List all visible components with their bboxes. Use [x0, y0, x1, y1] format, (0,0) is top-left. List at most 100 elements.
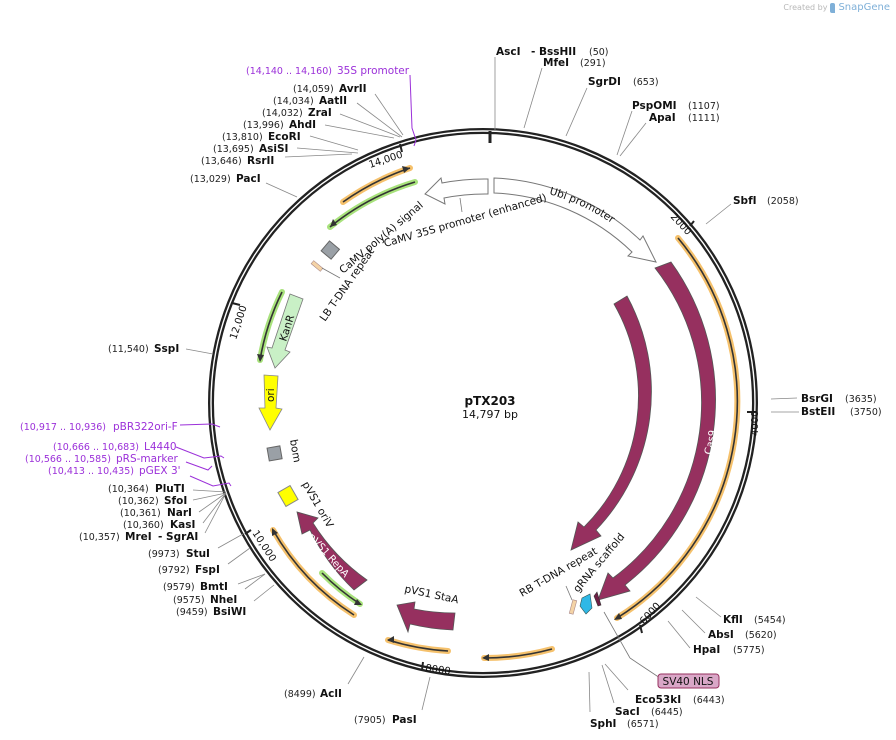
site-fspi[interactable]: (9792) FspI [158, 547, 251, 576]
site-aatii[interactable]: (14,034) AatII [273, 95, 403, 138]
svg-text:(13,646): (13,646) [201, 156, 242, 167]
tick-8000: 8000 [421, 661, 451, 678]
primer-pbr322ori-f[interactable]: (10,917 .. 10,936) pBR322ori-F [20, 421, 221, 433]
site-stui[interactable]: (9973) StuI [148, 533, 244, 560]
svg-text:35S promoter: 35S promoter [337, 65, 410, 77]
site-bmti[interactable]: (9579) BmtI [163, 573, 266, 593]
primer-pgex-3[interactable]: (10,413 .. 10,435) pGEX 3' [48, 465, 232, 487]
orf-arrow-top-green [327, 179, 418, 230]
primer-35s-promoter[interactable]: (14,140 .. 14,160) 35S promoter [246, 65, 417, 147]
feature-ubi-promoter[interactable]: Ubi promoter [493, 177, 657, 263]
svg-text:(10,364): (10,364) [108, 484, 149, 495]
svg-text:- SgrAI: - SgrAI [158, 531, 198, 543]
svg-text:pRS-marker: pRS-marker [116, 453, 179, 465]
site-sfoi[interactable]: (10,362) SfoI [118, 492, 227, 507]
site-absi[interactable]: AbsI (5620) [681, 609, 777, 641]
site-rsrii[interactable]: (13,646) RsrII [201, 153, 353, 167]
feature-lb-tdna-repeat[interactable]: LB T-DNA repeat [310, 246, 377, 324]
svg-text:(13,996): (13,996) [243, 120, 284, 131]
site-asisi[interactable]: (13,695) AsiSI [213, 143, 359, 155]
site-mrei-sgrai[interactable]: (10,357) MreI - SgrAI [79, 492, 227, 543]
site-paci[interactable]: (13,029) PacI [190, 173, 298, 198]
site-nhei[interactable]: (9575) NheI [173, 573, 266, 606]
feature-cas9-outer[interactable]: Cas9 [597, 261, 719, 601]
svg-text:(10,361): (10,361) [120, 508, 161, 519]
svg-text:PacI: PacI [236, 173, 261, 185]
svg-text:MfeI: MfeI [543, 57, 569, 69]
svg-text:SspI: SspI [154, 343, 179, 355]
backbone-ring [208, 128, 758, 678]
svg-text:BstEII: BstEII [801, 406, 835, 418]
svg-text:(14,059): (14,059) [293, 84, 334, 95]
site-sphi[interactable]: SphI (6571) [588, 671, 659, 730]
feature-kanr[interactable]: KanR [266, 293, 304, 369]
site-mfei[interactable]: MfeI (291) [523, 57, 606, 129]
svg-text:EcoRI: EcoRI [268, 131, 301, 143]
svg-text:(50): (50) [589, 47, 609, 58]
site-pluti[interactable]: (10,364) PluTI [108, 483, 227, 495]
feature-cas9-inner[interactable]: Cas9 [570, 295, 665, 551]
site-asci-bsshii[interactable]: AscI - BssHII (50) [494, 46, 609, 131]
tick-12000: 12,000 [228, 302, 250, 341]
site-ecori[interactable]: (13,810) EcoRI [222, 131, 359, 151]
svg-text:L4440: L4440 [144, 441, 177, 453]
primer-prs-marker[interactable]: (10,566 .. 10,585) pRS-marker [25, 453, 213, 471]
svg-text:(6443): (6443) [693, 695, 725, 706]
plasmid-name: pTX203 [464, 394, 515, 408]
site-kfli[interactable]: KflI (5454) [695, 596, 786, 626]
feature-pvs1-staa[interactable]: pVS1 StaA [396, 583, 460, 634]
svg-text:AbsI: AbsI [708, 629, 734, 641]
svg-text:(6445): (6445) [651, 707, 683, 718]
site-apai[interactable]: ApaI (1111) [619, 112, 720, 157]
site-nari[interactable]: (10,361) NarI [120, 492, 227, 519]
svg-text:(11,540): (11,540) [108, 344, 149, 355]
feature-sv40-nls[interactable]: SV40 NLS [603, 611, 720, 689]
svg-text:NheI: NheI [210, 594, 237, 606]
site-pspomi[interactable]: PspOMI (1107) [616, 100, 720, 156]
svg-text:PasI: PasI [392, 714, 417, 726]
svg-text:SphI: SphI [590, 718, 616, 730]
site-bsteii[interactable]: BstEII (3750) [771, 406, 882, 418]
site-bsiwi[interactable]: (9459) BsiWI [176, 584, 275, 618]
site-hpai[interactable]: HpaI (5775) [667, 620, 765, 656]
orf-arrow-bottom-orange-2 [481, 646, 555, 662]
site-acli[interactable]: (8499) AclI [284, 656, 365, 700]
svg-text:bom: bom [287, 438, 303, 463]
site-sgrdi[interactable]: SgrDI (653) [565, 76, 659, 137]
site-sspi[interactable]: (11,540) SspI [108, 343, 214, 355]
snapgene-credit: Created by SnapGene [783, 2, 890, 13]
svg-text:pBR322ori-F: pBR322ori-F [113, 421, 178, 433]
svg-text:BmtI: BmtI [200, 581, 228, 593]
svg-text:pVS1 RepA: pVS1 RepA [306, 532, 351, 580]
svg-text:AatII: AatII [319, 95, 347, 107]
site-sbfi[interactable]: SbfI (2058) [705, 195, 799, 225]
site-eco53ki[interactable]: Eco53kI (6443) [604, 663, 725, 706]
svg-text:4000: 4000 [750, 411, 761, 436]
orf-arrow-repa-green [319, 570, 363, 607]
svg-text:12,000: 12,000 [228, 304, 249, 341]
primer-l4440[interactable]: (10,666 .. 10,683) L4440 [53, 441, 225, 459]
site-avrii[interactable]: (14,059) AvrII [293, 83, 404, 136]
svg-text:SgrDI: SgrDI [588, 76, 621, 88]
svg-text:FspI: FspI [195, 564, 220, 576]
site-zrai[interactable]: (14,032) ZraI [262, 107, 401, 138]
site-kasi[interactable]: (10,360) KasI [123, 492, 227, 531]
svg-text:AscI: AscI [496, 46, 521, 58]
site-bsrgi[interactable]: BsrGI (3635) [770, 393, 877, 405]
svg-text:(2058): (2058) [767, 196, 799, 207]
svg-text:(9792): (9792) [158, 565, 190, 576]
svg-text:(13,695): (13,695) [213, 144, 254, 155]
plasmid-length: 14,797 bp [462, 408, 518, 421]
svg-text:(8499): (8499) [284, 689, 316, 700]
svg-text:SfoI: SfoI [164, 495, 187, 507]
orf-arrow-left-orange [270, 527, 357, 618]
svg-text:(9579): (9579) [163, 582, 195, 593]
site-ahdi[interactable]: (13,996) AhdI [243, 119, 395, 139]
svg-text:PspOMI: PspOMI [632, 100, 677, 112]
feature-ori[interactable]: ori [258, 374, 283, 431]
site-saci[interactable]: SacI (6445) [601, 664, 683, 718]
feature-bom[interactable]: bom [266, 438, 303, 463]
snapgene-logo-icon [830, 2, 836, 13]
site-pasi[interactable]: (7905) PasI [354, 676, 431, 726]
